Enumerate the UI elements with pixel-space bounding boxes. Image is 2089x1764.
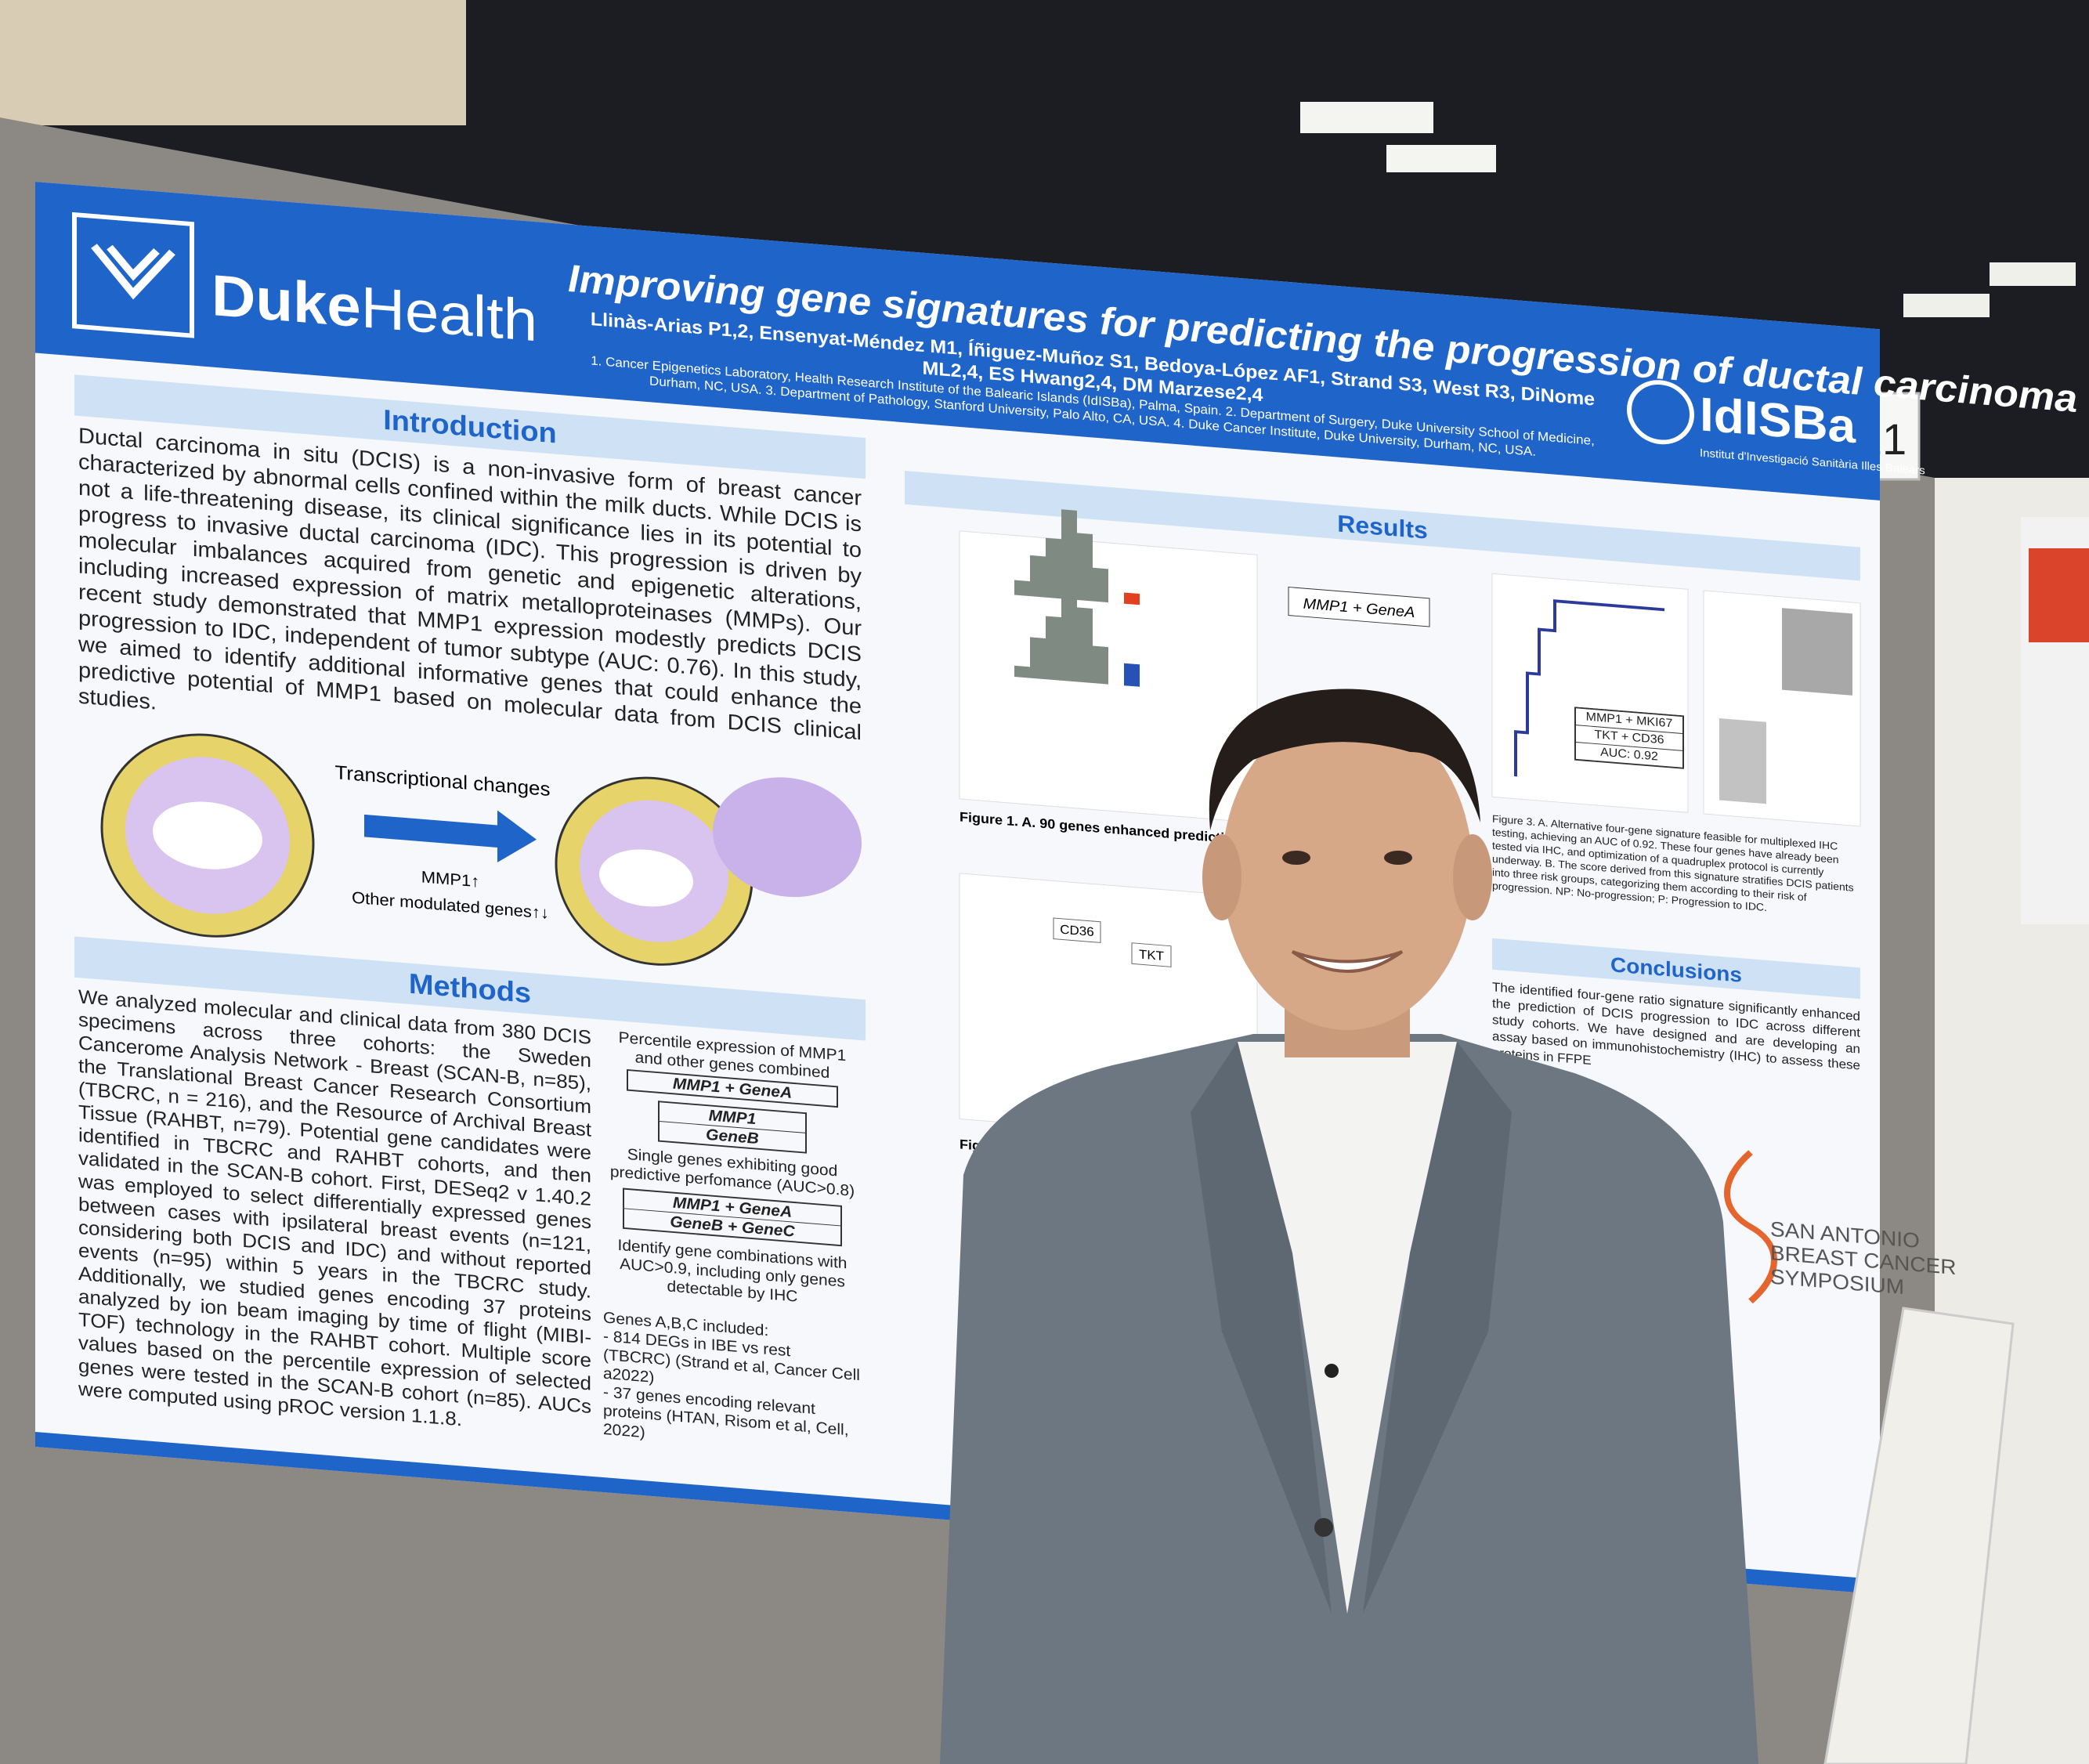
ceiling-light: [1990, 262, 2076, 286]
ear: [1453, 834, 1492, 920]
text-line: Identify gene combinations with AUC>0.9,…: [617, 1236, 848, 1306]
flowchart-steps: Percentile expression of MMP1 and other …: [603, 1027, 862, 1459]
duct-lumen: [153, 801, 262, 869]
duke-shield-mark: [91, 244, 175, 300]
logo-bold: Duke: [211, 263, 361, 340]
lapel: [1363, 1042, 1512, 1614]
roc-curve: [1514, 599, 1664, 777]
logo-light: Health: [361, 275, 537, 354]
heat-block: [1782, 608, 1852, 696]
label-box: [1288, 586, 1430, 627]
label-box: [1053, 917, 1101, 943]
lapel: [1191, 1042, 1332, 1614]
ceiling-light: [1903, 294, 1990, 317]
leaning-board: [1823, 1307, 2015, 1764]
shirt: [1238, 1042, 1457, 1614]
section-bar: [74, 374, 866, 479]
ceiling-light: [1300, 102, 1433, 133]
methods-text: We analyzed molecular and clinical data …: [78, 985, 591, 1430]
face: [1222, 709, 1473, 1030]
poster-header: [35, 182, 1880, 501]
methods-text-box: We analyzed molecular and clinical data …: [78, 985, 591, 1430]
eye: [1384, 851, 1412, 865]
ear: [1202, 834, 1241, 920]
partner-logo: IdISBa: [1700, 388, 1856, 454]
neighbor-poster-accent: [2029, 548, 2089, 642]
label-box: [1131, 942, 1172, 967]
histogram-highlight: [1108, 663, 1140, 687]
section-bar: [74, 936, 866, 1041]
histogram-decoration: [999, 509, 1140, 687]
heat-block: [1719, 718, 1766, 804]
figure-label: TKT: [1139, 947, 1164, 963]
eye: [1282, 851, 1310, 865]
symposium-logo-mark: [1724, 1150, 1777, 1304]
smile: [1291, 950, 1404, 973]
section-bar: [905, 471, 1860, 581]
section-bar: [1492, 938, 1860, 999]
hair: [1209, 689, 1480, 830]
duct-lumen: [599, 849, 693, 907]
invasive-cells: [713, 777, 862, 898]
duke-shield: [72, 211, 194, 338]
ceiling-light: [1386, 145, 1496, 172]
shirt-button: [1325, 1364, 1339, 1378]
person: [940, 689, 1758, 1764]
histogram-shape: [999, 509, 1108, 603]
fig3-box-lines: MMP1 + MKI67 TKT + CD36 AUC: 0.92: [1574, 707, 1684, 769]
histogram-highlight: [1108, 592, 1140, 605]
idisba-mark: [1627, 380, 1694, 445]
logo: DukeHealth: [211, 263, 537, 354]
wall: [0, 0, 466, 125]
histogram-shape: [999, 580, 1108, 685]
arrow: [364, 810, 537, 862]
figure-label: CD36: [1060, 922, 1093, 939]
jacket-button: [1314, 1518, 1333, 1537]
flowchart: Percentile expression of MMP1 and other …: [603, 1027, 862, 1459]
